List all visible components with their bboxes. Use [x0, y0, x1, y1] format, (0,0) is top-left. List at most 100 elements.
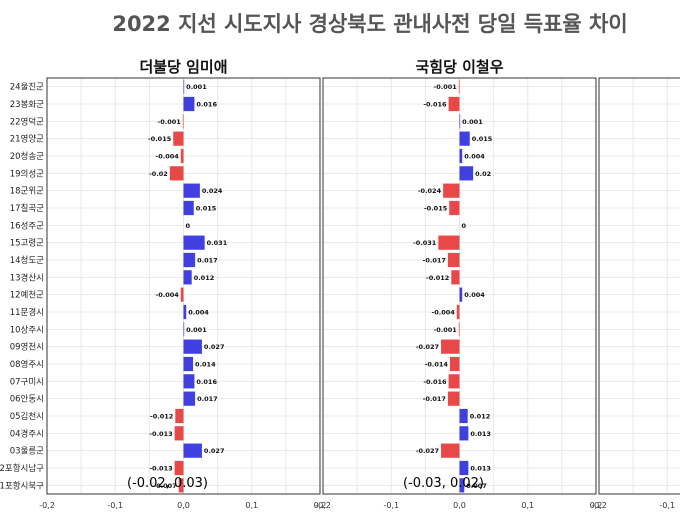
bar: [180, 148, 184, 164]
category-label: 01포항시북구: [0, 481, 44, 491]
bar: [459, 114, 461, 129]
x-tick-label: 0,1: [245, 501, 258, 510]
panel-border: [598, 77, 680, 495]
category-label: 02포항시남구: [0, 464, 44, 474]
x-tick-label: 0,1: [521, 501, 534, 510]
bar: [458, 322, 460, 337]
data-label: 0.012: [470, 413, 491, 421]
data-label: -0.015: [424, 205, 448, 213]
range-annotation: (-0.03, 0.02): [403, 476, 484, 491]
category-label: 08영주시: [10, 359, 44, 370]
data-label: -0.027: [416, 343, 439, 351]
panel-title: 더불당 임미애: [139, 58, 227, 76]
bar: [183, 304, 187, 320]
data-label: 0.001: [462, 118, 483, 126]
data-label: 0.016: [196, 378, 217, 386]
data-label: 0: [462, 222, 467, 230]
bar: [174, 460, 184, 476]
data-label: 0.016: [196, 101, 217, 109]
category-label: 13경산시: [10, 272, 44, 283]
data-label: 0.027: [204, 343, 225, 351]
x-tick-label: -0,1: [107, 501, 123, 510]
x-tick-label: -0,1: [659, 501, 675, 510]
x-tick-label: -0,1: [383, 501, 399, 510]
bar: [183, 356, 194, 372]
category-label: 05김천시: [10, 411, 44, 422]
bar: [183, 443, 202, 458]
data-label: -0.017: [423, 395, 446, 403]
category-label: 22영덕군: [10, 116, 44, 127]
bar: [183, 200, 194, 216]
data-label: -0.017: [423, 257, 446, 265]
panel-border: [322, 77, 597, 495]
data-label: -0.013: [149, 430, 172, 438]
bar: [441, 443, 460, 458]
data-label: 0.02: [475, 170, 491, 178]
data-label: 0.015: [472, 135, 493, 143]
bar: [443, 183, 460, 198]
data-label: 0.013: [470, 430, 491, 438]
bar: [459, 408, 468, 424]
category-label: 07구미시: [10, 377, 44, 387]
x-tick-label: 0,0: [453, 501, 466, 510]
data-label: -0.024: [418, 187, 442, 195]
category-label: 10상주시: [10, 324, 44, 335]
bar: [183, 391, 196, 406]
bar: [448, 96, 460, 112]
bar: [459, 478, 465, 493]
x-tick-label: 0,2: [590, 501, 603, 510]
category-label: 11문경시: [10, 307, 44, 318]
data-label: -0.012: [426, 274, 449, 282]
x-tick-label: -0,2: [591, 501, 607, 510]
data-label: -0.02: [149, 170, 168, 178]
data-label: 0.015: [196, 205, 217, 213]
bar: [169, 166, 184, 181]
data-label: -0.004: [432, 309, 456, 317]
x-tick-label: 0,0: [177, 501, 190, 510]
bar: [458, 79, 460, 94]
category-label: 14청도군: [10, 256, 44, 266]
bar: [182, 114, 184, 129]
data-label: 0: [186, 222, 191, 230]
bar: [178, 478, 184, 493]
bar: [183, 339, 202, 354]
data-label: -0.013: [149, 465, 172, 473]
data-label: -0.012: [150, 413, 173, 421]
bar: [459, 426, 469, 441]
data-label: 0.012: [194, 274, 215, 282]
bar: [449, 200, 460, 216]
bar: [183, 235, 205, 250]
data-label: 0.004: [464, 153, 485, 161]
bar: [456, 304, 460, 320]
bar: [447, 252, 460, 268]
data-label: -0.015: [148, 135, 172, 143]
chart-title: 2022 지선 시도지사 경상북도 관내사전 당일 득표율 차이: [112, 12, 628, 36]
range-annotation: (-0.02, 0.03): [127, 476, 208, 491]
data-label: -0.001: [434, 326, 458, 334]
bar: [459, 148, 463, 164]
bar: [449, 356, 460, 372]
data-label: -0.004: [156, 153, 180, 161]
category-label: 16성주군: [10, 221, 44, 231]
category-label: 15고령군: [10, 238, 44, 249]
data-label: -0.016: [423, 378, 447, 386]
category-label: 24울진군: [10, 82, 44, 93]
data-label: 0.004: [188, 309, 209, 317]
data-label: -0.001: [434, 83, 458, 91]
bar: [180, 287, 184, 302]
data-label: 0.001: [186, 326, 207, 334]
bar: [448, 374, 460, 389]
category-label: 12예천군: [10, 290, 44, 301]
bar: [183, 183, 200, 198]
category-label: 17칠곡군: [10, 204, 44, 214]
bar: [447, 391, 460, 406]
category-label: 21영양군: [10, 134, 44, 145]
category-label: 03울릉군: [10, 447, 44, 457]
data-label: -0.001: [158, 118, 182, 126]
data-label: 0.031: [207, 239, 228, 247]
data-label: -0.004: [156, 291, 180, 299]
category-label: 18군위군: [10, 187, 44, 197]
bar: [183, 252, 196, 268]
bar: [438, 235, 460, 250]
